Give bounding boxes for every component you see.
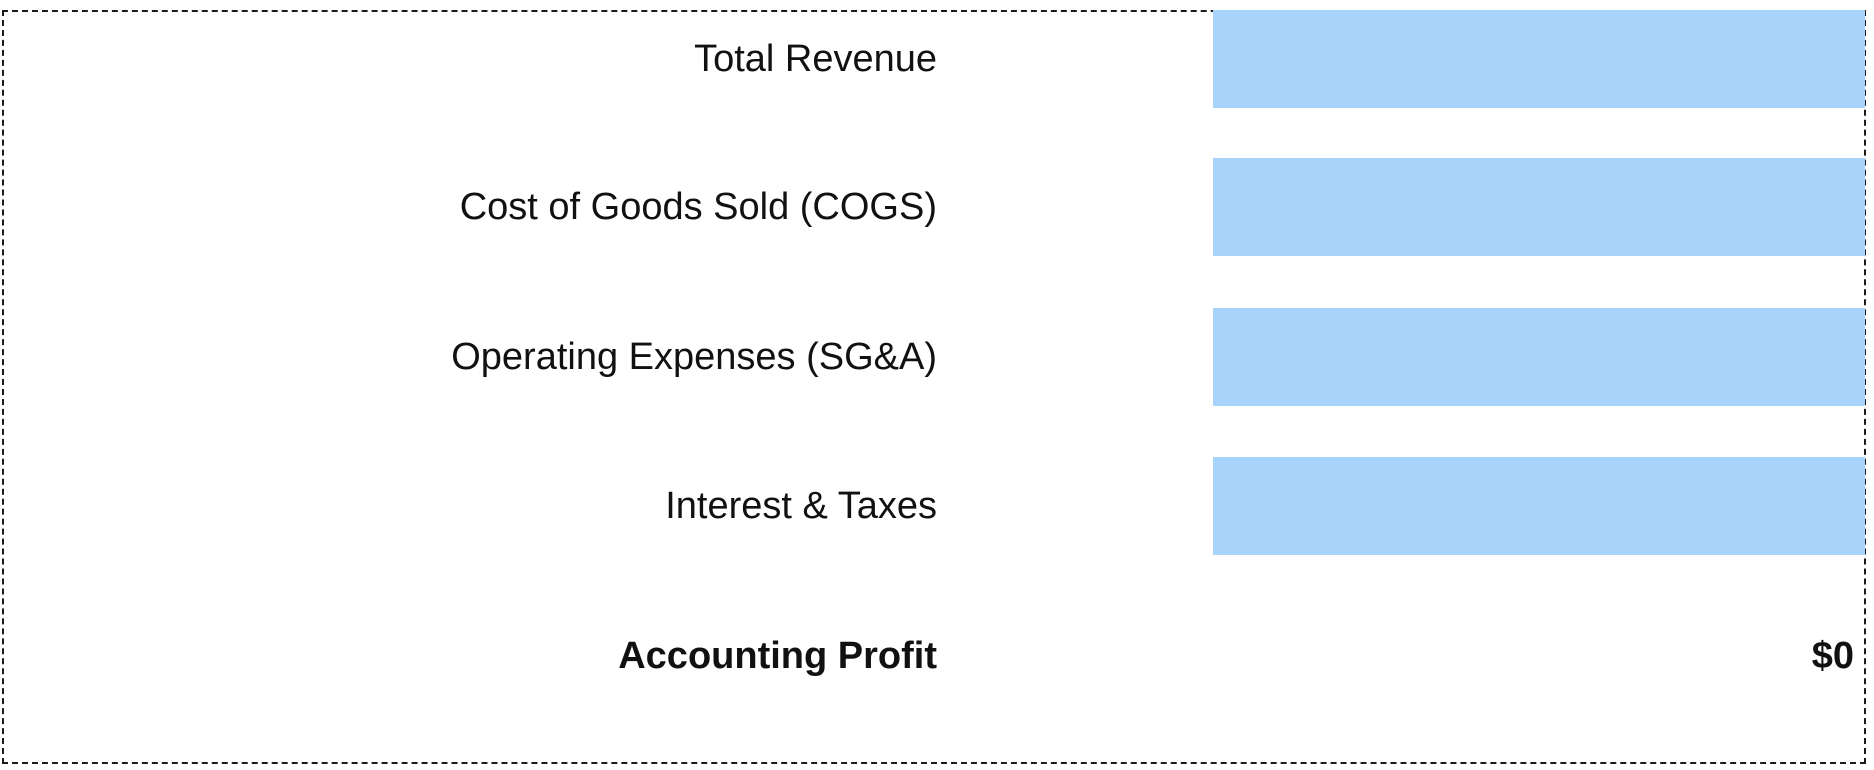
operating-expenses-input[interactable] (1213, 308, 1865, 406)
cogs-input[interactable] (1213, 158, 1865, 256)
row-cogs: Cost of Goods Sold (COGS) (0, 158, 1874, 256)
accounting-profit-label: Accounting Profit (618, 635, 937, 677)
interest-taxes-input[interactable] (1213, 457, 1865, 555)
operating-expenses-label: Operating Expenses (SG&A) (451, 336, 937, 378)
total-revenue-label: Total Revenue (694, 38, 937, 80)
row-operating-expenses: Operating Expenses (SG&A) (0, 308, 1874, 406)
row-total-revenue: Total Revenue (0, 10, 1874, 108)
row-accounting-profit: Accounting Profit $0 (0, 607, 1874, 705)
interest-taxes-label: Interest & Taxes (665, 485, 937, 527)
accounting-profit-value: $0 (1811, 635, 1854, 677)
row-interest-taxes: Interest & Taxes (0, 457, 1874, 555)
cogs-label: Cost of Goods Sold (COGS) (459, 186, 937, 228)
calculator-frame (2, 10, 1866, 764)
total-revenue-input[interactable] (1213, 10, 1865, 108)
